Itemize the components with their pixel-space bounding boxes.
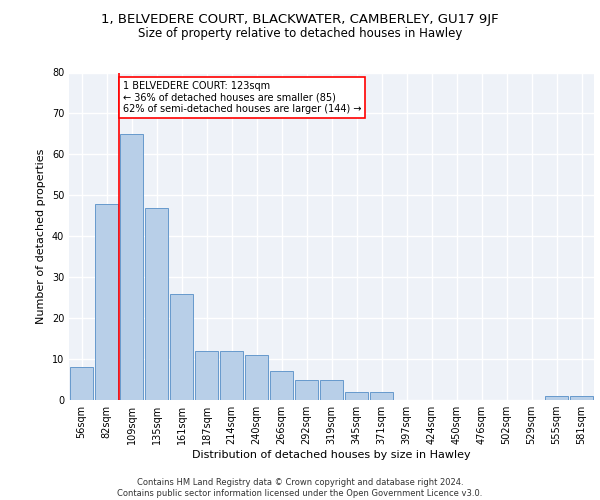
X-axis label: Distribution of detached houses by size in Hawley: Distribution of detached houses by size … — [192, 450, 471, 460]
Bar — [245, 355, 268, 400]
Bar — [320, 380, 343, 400]
Bar — [120, 134, 143, 400]
Bar — [95, 204, 118, 400]
Y-axis label: Number of detached properties: Number of detached properties — [36, 148, 46, 324]
Bar — [345, 392, 368, 400]
Bar — [195, 351, 218, 400]
Text: Size of property relative to detached houses in Hawley: Size of property relative to detached ho… — [138, 28, 462, 40]
Bar — [570, 396, 593, 400]
Bar — [545, 396, 568, 400]
Text: 1, BELVEDERE COURT, BLACKWATER, CAMBERLEY, GU17 9JF: 1, BELVEDERE COURT, BLACKWATER, CAMBERLE… — [101, 12, 499, 26]
Bar — [170, 294, 193, 400]
Bar — [220, 351, 243, 400]
Text: Contains HM Land Registry data © Crown copyright and database right 2024.
Contai: Contains HM Land Registry data © Crown c… — [118, 478, 482, 498]
Text: 1 BELVEDERE COURT: 123sqm
← 36% of detached houses are smaller (85)
62% of semi-: 1 BELVEDERE COURT: 123sqm ← 36% of detac… — [123, 80, 361, 114]
Bar — [295, 380, 318, 400]
Bar — [70, 367, 93, 400]
Bar — [370, 392, 393, 400]
Bar — [270, 372, 293, 400]
Bar — [145, 208, 168, 400]
